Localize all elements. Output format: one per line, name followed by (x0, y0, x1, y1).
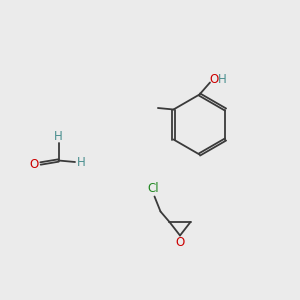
Text: O: O (29, 158, 38, 172)
Text: Cl: Cl (148, 182, 159, 196)
Text: H: H (218, 73, 227, 86)
Text: O: O (176, 236, 184, 250)
Text: H: H (54, 130, 63, 143)
Text: O: O (209, 73, 218, 86)
Text: H: H (77, 155, 86, 169)
